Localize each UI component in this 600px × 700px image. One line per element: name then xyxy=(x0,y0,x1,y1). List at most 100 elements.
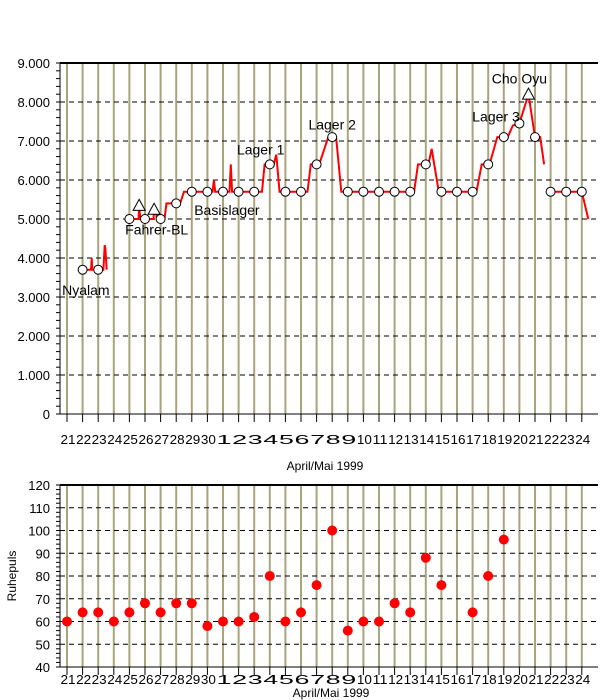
x-tick-label: 25 xyxy=(123,672,138,687)
camp-marker xyxy=(498,132,509,143)
y-tick-label: 7.000 xyxy=(17,134,50,149)
x-tick-label: 12 xyxy=(388,432,403,447)
annotation-label: Lager 3 xyxy=(472,109,520,125)
x-tick-label: 24 xyxy=(107,432,122,447)
pulse-point xyxy=(498,534,509,545)
x-tick-label: 18 xyxy=(482,672,497,687)
x-tick-label: 24 xyxy=(575,672,590,687)
camp-marker xyxy=(530,132,540,143)
x-tick-label: 21 xyxy=(61,432,76,447)
pulse-point xyxy=(311,580,322,591)
pulse-point xyxy=(62,616,72,627)
x-tick-label: 23 xyxy=(560,672,575,687)
camp-marker xyxy=(218,186,228,197)
y-tick-label: 8.000 xyxy=(17,95,50,110)
x-tick-label: 9 xyxy=(341,432,356,447)
pulse-point xyxy=(249,611,260,622)
x-tick-label: 22 xyxy=(544,672,559,687)
x-tick-label: 23 xyxy=(92,672,107,687)
x-tick-label: 2 xyxy=(232,672,247,687)
x-tick-label: 3 xyxy=(248,672,263,687)
x-tick-label: 26 xyxy=(139,432,154,447)
x-tick-label: 21 xyxy=(529,672,544,687)
summit-triangle-marker xyxy=(521,87,536,100)
pulse-point xyxy=(140,598,150,609)
x-tick-label: 12 xyxy=(388,672,403,687)
annotation-label: Basislager xyxy=(194,202,260,218)
pulse-point xyxy=(342,625,353,636)
x-tick-label: 3 xyxy=(248,432,263,447)
camp-marker xyxy=(342,186,353,197)
x-tick-label: 13 xyxy=(404,672,419,687)
x-tick-label: 5 xyxy=(279,432,294,447)
x-tick-label: 26 xyxy=(139,672,154,687)
camp-marker xyxy=(140,214,150,224)
camp-marker xyxy=(186,186,197,197)
x-tick-label: 5 xyxy=(279,672,294,687)
camp-marker xyxy=(483,159,494,170)
pulse-point xyxy=(296,607,306,618)
annotation-label: Lager 1 xyxy=(237,142,285,158)
pulse-point xyxy=(327,525,338,536)
x-tick-label: 23 xyxy=(92,432,107,447)
x-tick-label: 24 xyxy=(575,432,590,447)
y-tick-label: 0 xyxy=(43,407,50,422)
pulse-point xyxy=(483,571,494,581)
camp-marker xyxy=(327,132,338,143)
pulse-point xyxy=(77,607,88,618)
x-tick-label: 9 xyxy=(341,672,356,687)
y-tick-label: 5.000 xyxy=(17,212,50,227)
x-tick-label: 23 xyxy=(560,432,575,447)
y-tick-label: 60 xyxy=(36,615,50,630)
camp-marker xyxy=(264,159,275,170)
x-tick-label: 17 xyxy=(466,672,481,687)
y-tick-label: 120 xyxy=(28,478,50,493)
x-tick-label: 14 xyxy=(419,432,434,447)
x-tick-label: 2 xyxy=(232,432,247,447)
x-tick-label: 29 xyxy=(185,672,200,687)
camp-marker xyxy=(93,264,104,275)
x-tick-label: 16 xyxy=(451,432,466,447)
x-tick-label: 8 xyxy=(326,672,341,687)
y-tick-label: 110 xyxy=(29,501,50,516)
x-tick-label: 1 xyxy=(217,432,232,447)
pulse-point xyxy=(202,621,213,632)
altitude-chart: 21 22 23 24 25 26 27 28 29 30 1 2 3 4 5 6 7 8 9 10 11 12 13 14 1… xyxy=(17,56,598,473)
x-tick-label: 22 xyxy=(544,432,559,447)
x-tick-label: 7 xyxy=(310,432,325,447)
x-axis-title: April/Mai 1999 xyxy=(293,686,370,700)
y-tick-label: 4.000 xyxy=(17,251,50,266)
camp-marker xyxy=(233,186,244,197)
x-tick-label: 1 xyxy=(217,672,232,687)
camp-marker xyxy=(374,186,384,197)
x-tick-label: 25 xyxy=(123,432,138,447)
pulse-point xyxy=(405,607,416,618)
pulse-point xyxy=(280,616,291,627)
summit-triangle-marker xyxy=(132,198,146,211)
x-tick-label: 30 xyxy=(201,672,216,687)
camp-marker xyxy=(280,186,291,197)
x-tick-label: 30 xyxy=(201,432,216,447)
annotation-label: Cho Oyu xyxy=(492,71,547,87)
camp-marker xyxy=(561,186,572,197)
y-tick-label: 90 xyxy=(36,546,50,561)
x-tick-label: 21 xyxy=(61,672,76,687)
annotation-label: Lager 2 xyxy=(308,116,356,132)
x-tick-label: 7 xyxy=(310,672,325,687)
pulse-point xyxy=(420,552,431,563)
x-tick-label: 19 xyxy=(497,672,512,687)
x-tick-label: 20 xyxy=(513,672,528,687)
x-tick-label: 28 xyxy=(170,672,185,687)
pulse-point xyxy=(218,616,228,627)
camp-marker xyxy=(358,186,369,197)
pulse-point xyxy=(467,607,478,618)
x-tick-label: 14 xyxy=(419,672,434,687)
x-tick-label: 27 xyxy=(154,432,169,447)
x-tick-label: 8 xyxy=(326,432,341,447)
x-tick-label: 15 xyxy=(435,432,450,447)
x-tick-label: 15 xyxy=(435,672,450,687)
x-tick-label: 4 xyxy=(263,672,278,687)
x-tick-label: 21 xyxy=(529,432,544,447)
